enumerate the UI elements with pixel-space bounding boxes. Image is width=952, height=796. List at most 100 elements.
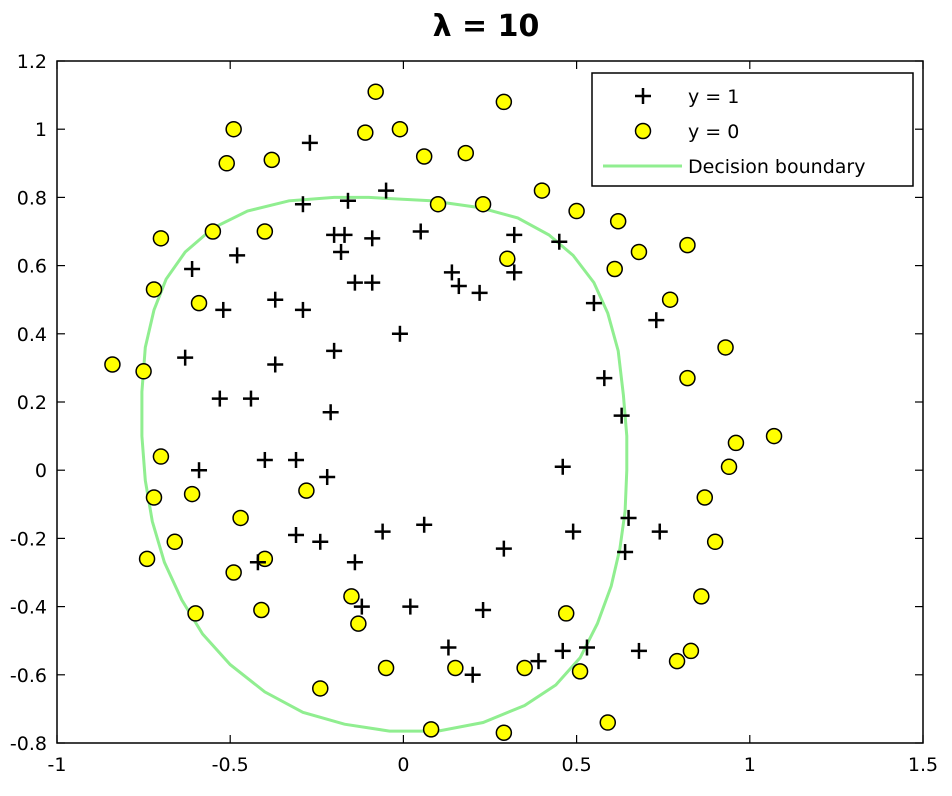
data-point-y1 [333, 243, 350, 260]
data-point-y0 [312, 680, 329, 697]
legend-label: Decision boundary [688, 156, 865, 178]
data-point-y0 [630, 243, 648, 261]
data-point-y1 [346, 274, 363, 291]
data-point-y0 [350, 615, 367, 632]
data-point-y0 [720, 458, 738, 476]
data-point-y0 [343, 588, 360, 605]
data-point-y0 [495, 724, 513, 742]
data-point-y1 [301, 134, 318, 151]
x-tick-label: 1 [744, 754, 756, 776]
data-point-y1 [412, 223, 429, 240]
data-point-y1 [353, 598, 370, 615]
data-point-y1 [177, 349, 194, 366]
data-point-y0 [717, 339, 734, 356]
chart-title: λ = 10 [433, 9, 540, 44]
data-point-y1 [596, 370, 613, 387]
data-point-y0 [145, 489, 163, 506]
data-point-y1 [294, 196, 311, 213]
y-tick-label: -0.6 [10, 665, 47, 687]
data-point-y0 [679, 236, 696, 254]
data-point-y0 [457, 144, 475, 162]
data-point-y1 [585, 295, 602, 312]
legend-marker-y1 [635, 88, 651, 104]
y-tick-label: 0 [35, 460, 47, 482]
data-point-y1 [440, 639, 457, 656]
data-point-y1 [364, 274, 381, 291]
data-point-y0 [253, 601, 270, 619]
data-point-y1 [554, 642, 571, 659]
data-point-y1 [184, 261, 201, 278]
data-point-y1 [322, 404, 339, 421]
data-point-y1 [443, 264, 460, 281]
axis-tick-labels: -1 -0.5 0 0.5 1 1.5 -0.8 -0.6 -0.4 -0.2 0 0.2 0.4 0.6… [10, 51, 938, 776]
data-point-y1 [288, 526, 305, 543]
data-point-y1 [326, 342, 343, 359]
legend-label: y = 0 [688, 121, 739, 143]
data-point-y0 [661, 291, 679, 308]
data-point-y0 [706, 533, 724, 551]
x-tick-label: 0.5 [561, 754, 591, 776]
data-point-y1 [319, 469, 336, 486]
data-point-y0 [357, 124, 374, 141]
data-point-y0 [225, 564, 242, 581]
data-point-y1 [191, 462, 208, 479]
data-point-y0 [495, 93, 513, 111]
data-point-y1 [565, 523, 582, 540]
data-point-y0 [135, 363, 152, 380]
data-point-y1 [374, 523, 391, 540]
data-point-y0 [190, 294, 208, 312]
y-tick-label: 1 [35, 119, 47, 141]
data-point-y1 [416, 516, 433, 533]
data-point-y1 [617, 544, 634, 561]
data-point-y1 [471, 284, 488, 301]
legend: y = 1 y = 0 Decision boundary [591, 72, 914, 187]
data-point-y0 [668, 652, 686, 670]
data-point-y1 [402, 598, 419, 615]
data-point-y0 [422, 721, 440, 738]
data-point-y0 [104, 356, 121, 373]
data-point-y0 [727, 434, 745, 452]
data-point-y0 [145, 281, 163, 298]
data-point-y1 [530, 653, 547, 670]
data-point-y1 [648, 312, 665, 329]
data-point-y1 [256, 451, 273, 468]
data-point-y0 [367, 83, 384, 100]
x-tick-label: 0 [397, 754, 409, 776]
data-point-y1 [249, 554, 266, 571]
data-point-y0 [166, 533, 184, 551]
data-point-y0 [679, 369, 696, 387]
y-tick-label: -0.4 [10, 597, 47, 619]
data-point-y1 [336, 226, 353, 243]
data-point-y0 [138, 550, 156, 568]
data-point-y1 [267, 356, 284, 373]
legend-marker-y0 [634, 122, 652, 140]
data-point-y0 [606, 260, 623, 278]
data-point-y0 [474, 195, 492, 213]
data-point-y1 [620, 509, 637, 526]
y-tick-label: -0.8 [10, 733, 47, 755]
data-point-y1 [294, 301, 311, 318]
data-point-y1 [475, 602, 492, 619]
data-point-y0 [204, 223, 222, 240]
axis-ticks [56, 60, 924, 744]
data-point-y1 [378, 182, 395, 199]
x-tick-label: -0.5 [212, 754, 249, 776]
data-point-y1 [506, 264, 523, 281]
y-tick-label: 0.6 [17, 256, 47, 278]
data-point-y1 [364, 230, 381, 247]
data-point-y0 [415, 148, 433, 165]
data-point-y1 [551, 233, 568, 250]
data-point-y0 [696, 489, 714, 506]
data-marks [104, 83, 783, 742]
data-point-y0 [429, 195, 447, 213]
data-point-y1 [242, 390, 259, 407]
data-point-y1 [651, 523, 668, 540]
data-point-y0 [218, 155, 235, 172]
data-point-y0 [183, 485, 201, 503]
data-point-y0 [682, 642, 700, 660]
data-point-y0 [232, 509, 249, 527]
data-point-y0 [263, 151, 281, 169]
data-point-y1 [211, 390, 228, 407]
legend-label: y = 1 [688, 86, 739, 108]
